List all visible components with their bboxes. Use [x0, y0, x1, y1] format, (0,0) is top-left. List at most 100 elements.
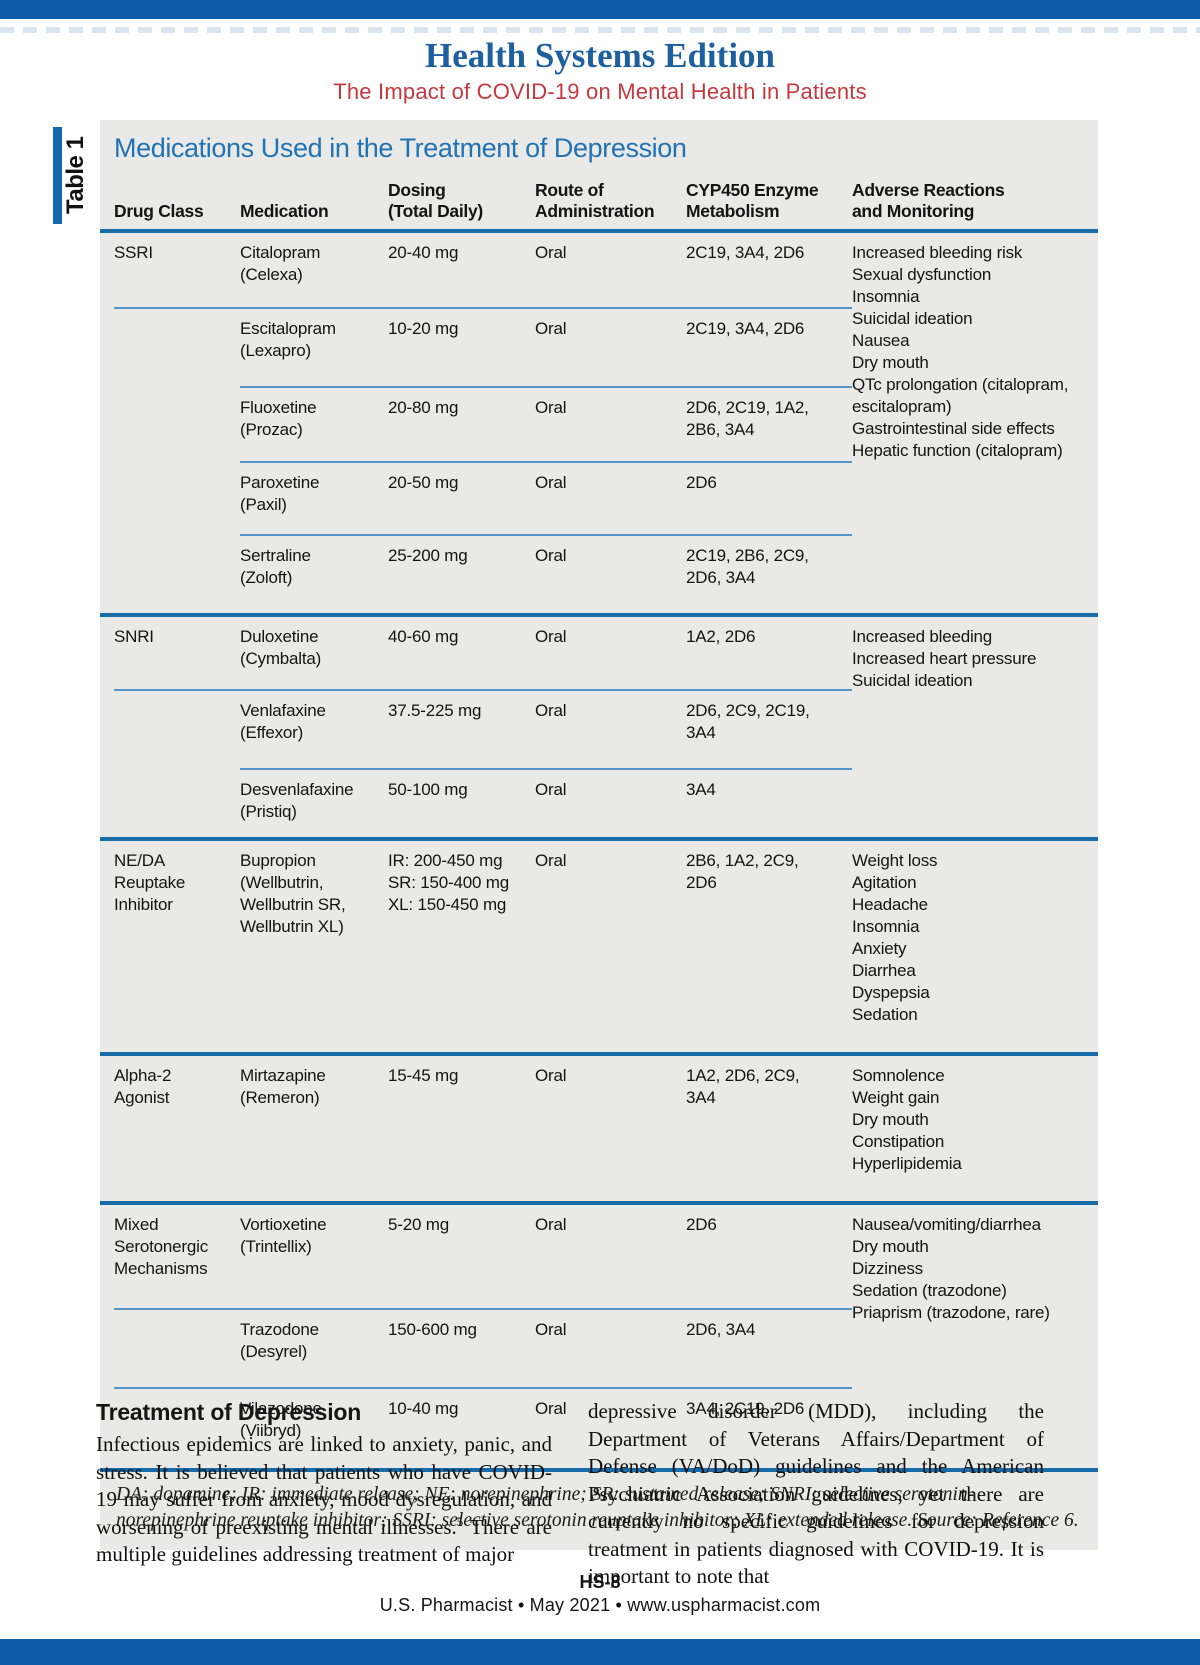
adverse-reactions-cell: Weight loss Agitation Headache Insomnia … — [852, 851, 938, 1024]
table-row: Vilazodone (Viibryd) 10-40 mg Oral 3A4, … — [114, 1387, 852, 1468]
masthead-title: Health Systems Edition — [424, 36, 776, 75]
route-cell: Oral — [535, 768, 686, 807]
table-row: Desvenlafaxine (Pristiq) 50-100 mg Oral … — [114, 768, 852, 837]
medication-cell: Trazodone (Desyrel) — [240, 1320, 319, 1361]
article-text-left: Infectious epidemics are linked to anxie… — [96, 1432, 552, 1539]
adverse-reactions-cell: Nausea/vomiting/diarrhea Dry mouth Dizzi… — [852, 1215, 1050, 1322]
drug-class-cell — [114, 534, 240, 613]
bottom-bar — [0, 1639, 1200, 1665]
dosing-cell: IR: 200-450 mg SR: 150-400 mg XL: 150-45… — [388, 851, 509, 914]
medication-cell: Vilazodone (Viibryd) — [240, 1399, 322, 1440]
table-title: Medications Used in the Treatment of Dep… — [114, 133, 687, 163]
cyp450-cell: 2D6 — [686, 461, 852, 500]
drug-class-group-alpha2: Alpha-2 Agonist Mirtazapine (Remeron) 15… — [100, 1052, 1098, 1201]
drug-class-cell: NE/DA Reuptake Inhibitor — [114, 851, 186, 914]
column-header-dosing: Dosing (Total Daily) — [388, 180, 483, 221]
dosing-cell: 20-40 mg — [388, 243, 459, 262]
table-label: Table 1 — [53, 127, 92, 224]
top-dashed-divider — [0, 27, 1200, 33]
cyp450-cell: 1A2, 2D6 — [686, 627, 756, 646]
drug-class-cell: SNRI — [114, 627, 154, 646]
cyp450-cell: 2C19, 3A4, 2D6 — [686, 319, 805, 338]
table-label-bar — [53, 127, 62, 224]
route-cell: Oral — [535, 1320, 567, 1339]
table-row: Trazodone (Desyrel) 150-600 mg Oral 2D6,… — [114, 1308, 852, 1387]
dosing-cell: 50-100 mg — [388, 768, 535, 807]
dosing-cell: 40-60 mg — [388, 627, 459, 646]
dosing-cell: 20-50 mg — [388, 461, 535, 500]
drug-class-cell — [114, 691, 240, 768]
drug-class-group-snri: SNRI Duloxetine (Cymbalta) 40-60 mg Oral… — [100, 613, 1098, 837]
article-column-left: Treatment of Depression Infectious epide… — [96, 1398, 552, 1591]
drug-class-cell — [114, 768, 240, 837]
table-footnote: DA: dopamine; IR: immediate release; NE:… — [100, 1468, 1098, 1550]
cyp450-cell: 2D6, 3A4 — [686, 1320, 756, 1339]
route-cell: Oral — [535, 386, 686, 425]
adverse-reactions-cell: Increased bleeding Increased heart press… — [852, 627, 1037, 690]
page-number: HS-8 — [579, 1572, 621, 1592]
cyp450-cell: 2D6, 2C19, 1A2, 2B6, 3A4 — [686, 386, 852, 447]
medication-cell: Citalopram (Celexa) — [240, 243, 321, 284]
article-text-left-cont: There are multiple guidelines addressing… — [96, 1514, 552, 1567]
table-label-text: Table 1 — [62, 136, 89, 215]
drug-class-cell: Mixed Serotonergic Mechanisms — [114, 1215, 208, 1278]
dosing-cell: 15-45 mg — [388, 1066, 459, 1085]
cyp450-cell: 2B6, 1A2, 2C9, 2D6 — [686, 851, 799, 892]
medication-cell: Vortioxetine (Trintellix) — [240, 1215, 327, 1256]
table-row: Paroxetine (Paxil) 20-50 mg Oral 2D6 — [114, 461, 852, 534]
medication-cell: Bupropion (Wellbutrin, Wellbutrin SR, We… — [240, 851, 346, 936]
drug-class-cell — [114, 386, 240, 461]
article-heading: Treatment of Depression — [96, 1399, 362, 1425]
medication-cell: Sertraline (Zoloft) — [240, 534, 388, 595]
cyp450-cell: 2C19, 3A4, 2D6 — [686, 243, 805, 262]
column-header-route: Route of Administration — [535, 180, 655, 221]
route-cell: Oral — [535, 243, 567, 262]
cyp450-cell: 2D6, 2C9, 2C19, 3A4 — [686, 701, 810, 742]
dosing-cell: 10-40 mg — [388, 1399, 459, 1418]
route-cell: Oral — [535, 701, 567, 720]
drug-class-cell — [114, 1310, 240, 1387]
table-row: Escitalopram (Lexapro) 10-20 mg Oral 2C1… — [114, 307, 852, 386]
column-header-drug-class: Drug Class — [114, 201, 204, 221]
cyp450-cell: 2C19, 2B6, 2C9, 2D6, 3A4 — [686, 534, 852, 595]
table-row: NE/DA Reuptake Inhibitor Bupropion (Well… — [114, 841, 852, 1052]
route-cell: Oral — [535, 1215, 567, 1234]
table-row: Sertraline (Zoloft) 25-200 mg Oral 2C19,… — [114, 534, 852, 613]
dosing-cell: 150-600 mg — [388, 1320, 477, 1339]
medication-cell: Fluoxetine (Prozac) — [240, 386, 388, 447]
medication-cell: Desvenlafaxine (Pristiq) — [240, 768, 388, 829]
medication-cell: Paroxetine (Paxil) — [240, 461, 388, 522]
medication-cell: Escitalopram (Lexapro) — [240, 319, 336, 360]
medication-cell: Mirtazapine (Remeron) — [240, 1066, 326, 1107]
route-cell: Oral — [535, 1066, 567, 1085]
column-header-cyp450: CYP450 Enzyme Metabolism — [686, 180, 819, 221]
medication-cell: Duloxetine (Cymbalta) — [240, 627, 322, 668]
cyp450-cell: 3A4, 2C19, 2D6 — [686, 1399, 805, 1418]
article-body: Treatment of Depression Infectious epide… — [96, 1398, 1044, 1591]
dosing-cell: 20-80 mg — [388, 386, 535, 425]
table-header-row: Drug Class Medication Dosing (Total Dail… — [100, 166, 1098, 233]
adverse-reactions-cell: Somnolence Weight gain Dry mouth Constip… — [852, 1066, 962, 1173]
table-row: Fluoxetine (Prozac) 20-80 mg Oral 2D6, 2… — [114, 386, 852, 461]
dosing-cell: 37.5-225 mg — [388, 701, 482, 720]
table-row: Alpha-2 Agonist Mirtazapine (Remeron) 15… — [114, 1056, 852, 1201]
table-row: SSRI Citalopram (Celexa) 20-40 mg Oral 2… — [114, 233, 852, 307]
route-cell: Oral — [535, 319, 567, 338]
cyp450-cell: 3A4 — [686, 768, 852, 807]
column-header-adverse: Adverse Reactions and Monitoring — [852, 180, 1005, 221]
table-row: Venlafaxine (Effexor) 37.5-225 mg Oral 2… — [114, 689, 852, 768]
route-cell: Oral — [535, 851, 567, 870]
dosing-cell: 25-200 mg — [388, 534, 535, 573]
drug-class-cell — [114, 461, 240, 534]
medication-cell: Venlafaxine (Effexor) — [240, 701, 326, 742]
article-column-right: depressive disorder (MDD), including the… — [588, 1399, 1044, 1588]
dosing-cell: 5-20 mg — [388, 1215, 449, 1234]
adverse-reactions-cell: Increased bleeding risk Sexual dysfuncti… — [852, 243, 1069, 460]
footnote-reference: 5 — [456, 1513, 464, 1529]
table-row: SNRI Duloxetine (Cymbalta) 40-60 mg Oral… — [114, 617, 852, 689]
route-cell: Oral — [535, 461, 686, 500]
cyp450-cell: 2D6 — [686, 1215, 717, 1234]
route-cell: Oral — [535, 1399, 567, 1418]
footer-credit: U.S. Pharmacist • May 2021 • www.uspharm… — [379, 1595, 821, 1615]
drug-class-group-ssri: SSRI Citalopram (Celexa) 20-40 mg Oral 2… — [100, 233, 1098, 613]
